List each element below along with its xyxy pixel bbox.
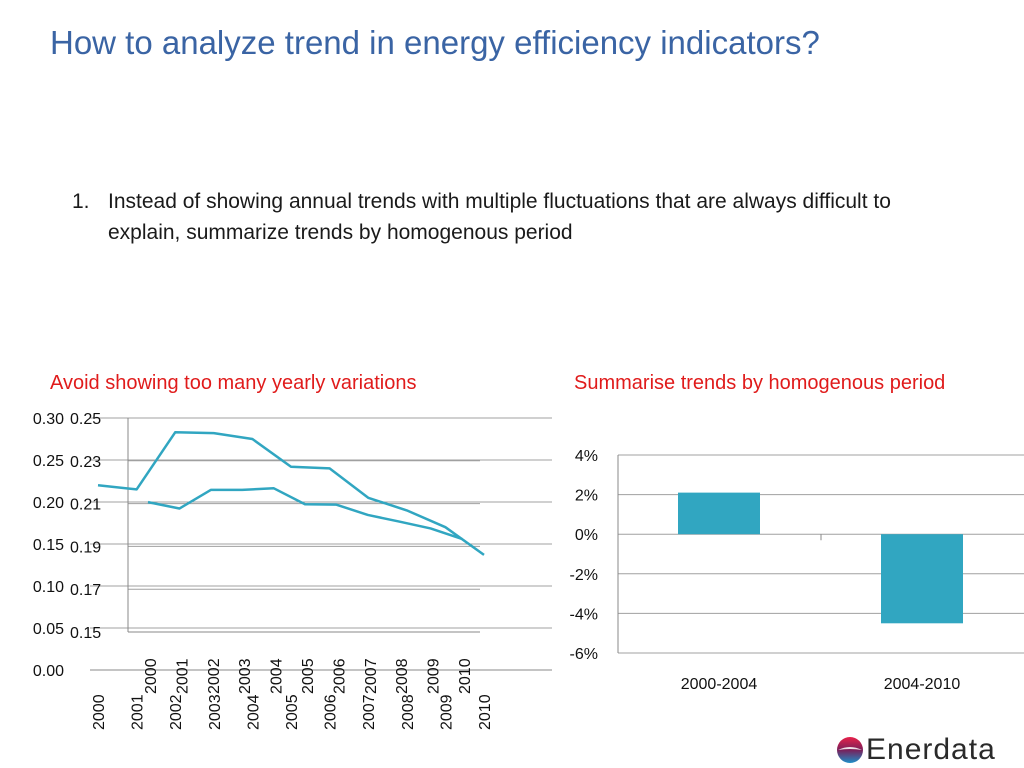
right-chart-title: Summarise trends by homogenous period (574, 372, 946, 394)
outer-x-tick-label: 2003 (207, 694, 224, 730)
outer-y-tick-label: 0.30 (33, 411, 64, 428)
outer-x-tick-label: 2006 (323, 694, 340, 730)
inner-x-tick-label: 2000 (143, 658, 160, 694)
inner-y-tick-label: 0.19 (70, 539, 101, 556)
bar (678, 492, 760, 535)
inner-x-tick-label: 2001 (174, 658, 191, 694)
inner-y-tick-label: 0.21 (70, 497, 101, 514)
inner-y-tick-label: 0.17 (70, 582, 101, 599)
outer-x-tick-label: 2005 (284, 694, 301, 730)
bar-y-tick-label: 0% (575, 527, 598, 544)
inner-x-tick-label: 2008 (394, 658, 411, 694)
outer-x-tick-label: 2010 (477, 694, 494, 730)
outer-y-tick-label: 0.15 (33, 537, 64, 554)
bar-y-tick-label: -6% (570, 646, 598, 663)
bullet-number: 1. (72, 190, 90, 213)
inner-x-tick-label: 2007 (363, 658, 380, 694)
inner-x-tick-label: 2005 (300, 658, 317, 694)
outer-x-tick-label: 2008 (400, 694, 417, 730)
outer-y-tick-label: 0.10 (33, 579, 64, 596)
inner-x-tick-label: 2009 (426, 658, 443, 694)
bar-category-label: 2004-2010 (884, 676, 961, 693)
outer-x-tick-label: 2009 (438, 694, 455, 730)
outer-x-tick-label: 2004 (245, 694, 262, 730)
bar-y-tick-label: 2% (575, 488, 598, 505)
inner-y-tick-label: 0.15 (70, 625, 101, 642)
bar-y-tick-label: 4% (575, 448, 598, 465)
bar-y-tick-label: -2% (570, 567, 598, 584)
outer-y-tick-label: 0.00 (33, 663, 64, 680)
inner-x-tick-label: 2003 (237, 658, 254, 694)
inner-x-tick-label: 2010 (457, 658, 474, 694)
logo-text: Enerdata (866, 733, 996, 766)
outer-x-tick-label: 2000 (91, 694, 108, 730)
left-chart-title: Avoid showing too many yearly variations (50, 372, 417, 394)
series-line-outer (97, 431, 485, 556)
slide-title: How to analyze trend in energy efficienc… (50, 24, 820, 61)
outer-x-tick-label: 2001 (130, 694, 147, 730)
outer-x-tick-label: 2002 (168, 694, 185, 730)
bar-y-tick-label: -4% (570, 606, 598, 623)
inner-x-tick-label: 2006 (331, 658, 348, 694)
bar (881, 534, 963, 624)
inner-x-tick-label: 2002 (206, 658, 223, 694)
enerdata-logo-icon (837, 737, 863, 763)
outer-y-tick-label: 0.20 (33, 495, 64, 512)
inner-y-tick-label: 0.25 (70, 411, 101, 428)
bar-category-label: 2000-2004 (681, 676, 758, 693)
series-line-inner (147, 486, 463, 541)
outer-y-tick-label: 0.25 (33, 453, 64, 470)
outer-x-tick-label: 2007 (361, 694, 378, 730)
bullet-text: Instead of showing annual trends with mu… (108, 190, 891, 244)
outer-y-tick-label: 0.05 (33, 621, 64, 638)
inner-x-tick-label: 2004 (269, 658, 286, 694)
inner-y-tick-label: 0.23 (70, 454, 101, 471)
